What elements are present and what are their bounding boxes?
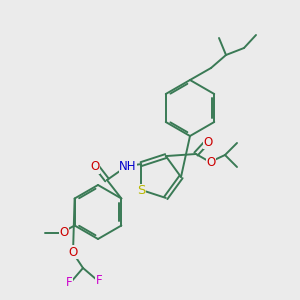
- Text: O: O: [206, 157, 216, 169]
- Text: F: F: [96, 274, 102, 287]
- Text: O: O: [90, 160, 100, 173]
- Text: O: O: [59, 226, 69, 239]
- Text: NH: NH: [119, 160, 137, 172]
- Text: O: O: [203, 136, 213, 148]
- Text: S: S: [137, 184, 146, 197]
- Text: O: O: [68, 245, 78, 259]
- Text: F: F: [66, 277, 72, 290]
